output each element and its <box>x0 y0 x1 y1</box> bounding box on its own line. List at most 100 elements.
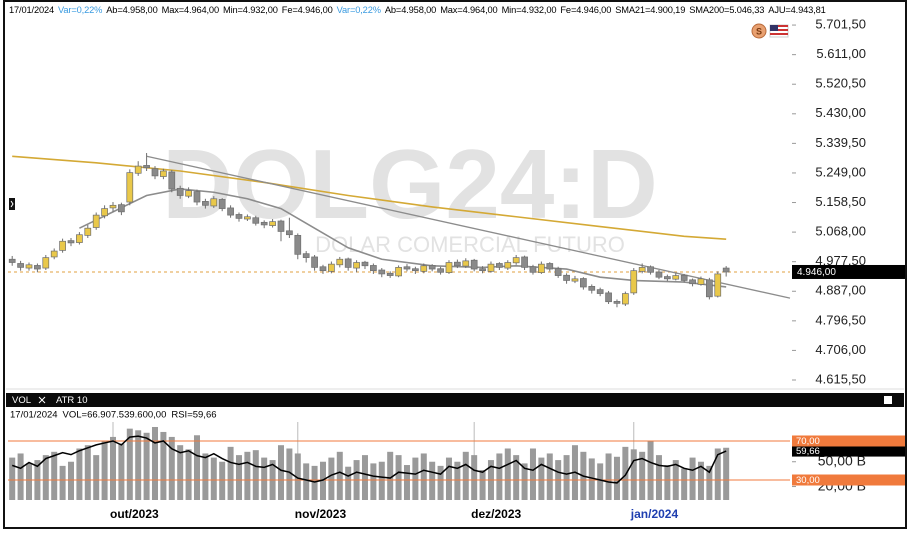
candle-body <box>269 221 276 226</box>
candle-body <box>470 259 478 270</box>
volume-bar <box>286 448 293 500</box>
candle-body <box>664 276 671 280</box>
candle-body <box>479 268 486 272</box>
candle-body <box>134 165 142 174</box>
volume-bar <box>370 463 377 500</box>
volume-bar <box>59 465 66 500</box>
trendline <box>146 155 791 299</box>
volume-bar <box>689 457 696 500</box>
candle-body <box>437 268 444 273</box>
info-item: Max=4.964,00 <box>161 5 220 15</box>
side-arrow[interactable] <box>9 198 15 210</box>
volume-bar <box>51 451 58 500</box>
volume-bar <box>454 461 461 500</box>
volume-bar <box>261 457 268 500</box>
candle-body <box>126 172 134 203</box>
volume-bar <box>193 435 200 500</box>
candle-body <box>252 217 260 224</box>
side-arrow-glyph <box>10 200 14 208</box>
panel-info: 17/01/2024 <box>10 410 58 421</box>
watermark-subtitle: DOLAR COMERCIAL FUTURO <box>315 232 625 257</box>
candle-body <box>227 207 234 216</box>
candle-body <box>76 234 83 243</box>
info-item: SMA21=4.900,19 <box>615 5 686 15</box>
y-tick-label: 5.520,50 <box>815 76 866 91</box>
y-tick-label: 5.249,00 <box>815 164 866 179</box>
candle-body <box>8 258 16 263</box>
panel-tab: ATR 10 <box>56 395 88 406</box>
candle-body <box>630 270 638 294</box>
rsi-level-label: 30,00 <box>796 475 820 486</box>
candle-body <box>563 274 570 281</box>
tab-close[interactable] <box>38 396 46 404</box>
candle-body <box>361 261 369 267</box>
volume-bar <box>513 455 520 500</box>
y-tick-label: 5.339,50 <box>815 135 866 150</box>
candle-body <box>412 268 419 272</box>
panel-info: RSI=59,66 <box>171 410 216 421</box>
volume-bar <box>723 447 730 500</box>
volume-bar <box>25 463 32 500</box>
info-item: SMA200=5.046,33 <box>689 5 765 15</box>
candle-body <box>294 235 302 255</box>
info-item: Ab=4.958,00 <box>106 5 158 15</box>
volume-bar <box>294 453 301 500</box>
us-flag[interactable] <box>769 24 789 38</box>
volume-bar <box>319 461 326 500</box>
candle-body <box>17 263 24 268</box>
volume-bar <box>185 449 192 500</box>
volume-bar <box>546 453 553 500</box>
candle-body <box>655 271 663 278</box>
last-price-label: 4.946,00 <box>797 267 836 278</box>
flag-stripe <box>770 29 788 31</box>
volume-bar <box>168 436 175 500</box>
volume-bar <box>160 431 167 500</box>
volume-bar <box>630 449 637 500</box>
volume-bar <box>177 445 184 500</box>
volume-bar <box>445 457 452 500</box>
volume-bar <box>378 461 385 500</box>
volume-bar <box>345 466 352 500</box>
flag-stripe <box>770 33 788 35</box>
candle-body <box>512 257 520 264</box>
panel-info: VOL=66.907.539.600,00 <box>63 410 167 421</box>
candle-body <box>143 165 150 169</box>
candle-body <box>697 278 705 285</box>
candle-body <box>428 265 436 270</box>
candle-body <box>67 240 75 244</box>
currency-icon-label: S <box>756 26 762 36</box>
volume-bar <box>126 428 133 500</box>
last-price-tag <box>792 264 905 279</box>
currency-icon[interactable] <box>751 23 767 39</box>
volume-bar <box>664 465 671 500</box>
panel-maximize[interactable] <box>884 396 892 404</box>
volume-bar <box>437 465 444 500</box>
candle-body <box>462 260 470 267</box>
candle-body <box>92 214 100 228</box>
candle-body <box>319 266 327 272</box>
candle-body <box>286 230 293 236</box>
candle-body <box>118 204 125 213</box>
volume-bar <box>151 426 158 500</box>
candle-body <box>605 292 612 303</box>
info-item: AJU=4.943,81 <box>768 5 826 15</box>
candle-body <box>521 256 528 268</box>
candle-body <box>672 275 680 280</box>
flag-canton <box>770 25 778 31</box>
candle-body <box>42 257 50 269</box>
candle-body <box>260 221 268 226</box>
candle-body <box>538 263 545 273</box>
volume-bar <box>76 448 83 500</box>
volume-bar <box>588 458 595 500</box>
volume-bar <box>219 461 226 500</box>
candle-body <box>580 278 587 288</box>
info-item: 17/01/2024 <box>9 5 55 15</box>
watermark-symbol: DOLG24:D <box>162 129 658 239</box>
volume-bar <box>395 455 402 500</box>
volume-bar <box>227 446 234 500</box>
volume-bar <box>303 463 310 500</box>
candle-body <box>168 171 176 190</box>
volume-bar <box>17 453 24 500</box>
candle-body <box>25 264 33 269</box>
candle-body <box>101 208 108 217</box>
